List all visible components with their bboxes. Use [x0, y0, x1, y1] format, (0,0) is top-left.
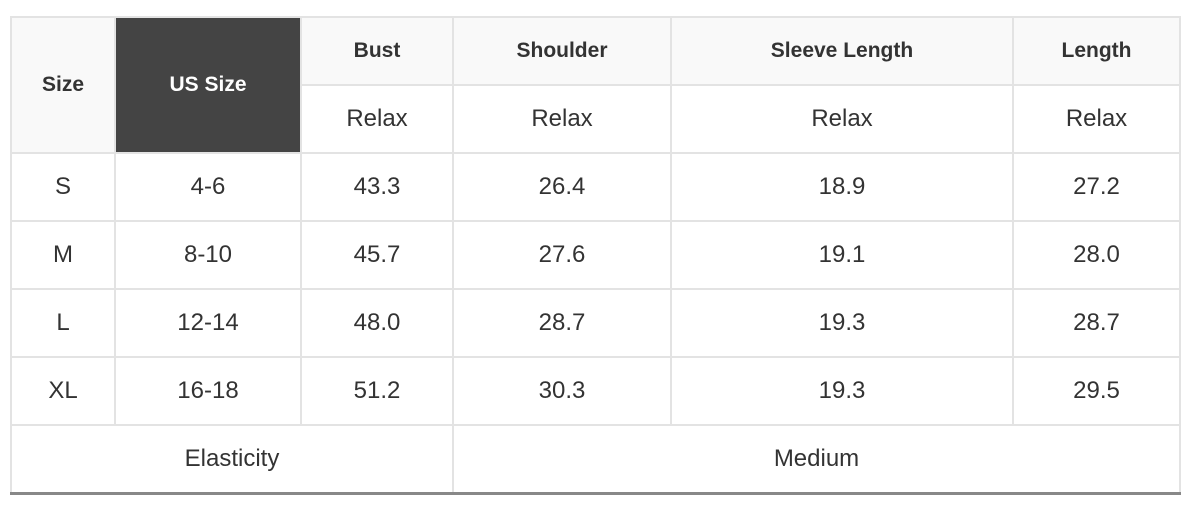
table-cell: 27.2 — [1012, 152, 1181, 222]
table-cell: 12-14 — [114, 288, 302, 358]
table-cell: 26.4 — [452, 152, 672, 222]
header-length: Length — [1012, 16, 1181, 86]
table-cell: 4-6 — [114, 152, 302, 222]
table-cell: 28.0 — [1012, 220, 1181, 290]
table-cell: 29.5 — [1012, 356, 1181, 426]
subheader-row: Relax Relax Relax Relax — [11, 84, 1181, 154]
footer-row: Elasticity Medium — [10, 424, 1181, 495]
table-cell: 28.7 — [452, 288, 672, 358]
table-cell: XL — [10, 356, 116, 426]
table-cell: 19.1 — [670, 220, 1014, 290]
table-cell: 16-18 — [114, 356, 302, 426]
size-chart-table: Size US Size Bust Shoulder Sleeve Length… — [10, 16, 1181, 495]
table-row: XL 16-18 51.2 30.3 19.3 29.5 — [10, 356, 1181, 426]
header-shoulder: Shoulder — [452, 16, 672, 86]
table-row: L 12-14 48.0 28.7 19.3 28.7 — [10, 288, 1181, 358]
elasticity-value: Medium — [452, 424, 1181, 495]
subheader-cell: Relax — [670, 84, 1014, 154]
table-cell: 48.0 — [300, 288, 454, 358]
header-us-size: US Size — [114, 16, 302, 154]
header-row: Size US Size Bust Shoulder Sleeve Length… — [10, 16, 1181, 154]
header-sleeve-length: Sleeve Length — [670, 16, 1014, 86]
header-bust: Bust — [300, 16, 454, 86]
table-row: M 8-10 45.7 27.6 19.1 28.0 — [10, 220, 1181, 290]
table-cell: 19.3 — [670, 356, 1014, 426]
table-cell: 18.9 — [670, 152, 1014, 222]
table-row: S 4-6 43.3 26.4 18.9 27.2 — [10, 152, 1181, 222]
table-cell: M — [10, 220, 116, 290]
table-cell: 27.6 — [452, 220, 672, 290]
table-cell: 19.3 — [670, 288, 1014, 358]
elasticity-label: Elasticity — [10, 424, 454, 495]
table-cell: 43.3 — [300, 152, 454, 222]
table-cell: 51.2 — [300, 356, 454, 426]
subheader-cell: Relax — [1012, 84, 1181, 154]
table-cell: 8-10 — [114, 220, 302, 290]
subheader-cell: Relax — [452, 84, 672, 154]
table-cell: S — [10, 152, 116, 222]
table-cell: 45.7 — [300, 220, 454, 290]
header-size: Size — [10, 16, 116, 154]
table-cell: 28.7 — [1012, 288, 1181, 358]
table-cell: 30.3 — [452, 356, 672, 426]
table-cell: L — [10, 288, 116, 358]
subheader-cell: Relax — [300, 84, 454, 154]
